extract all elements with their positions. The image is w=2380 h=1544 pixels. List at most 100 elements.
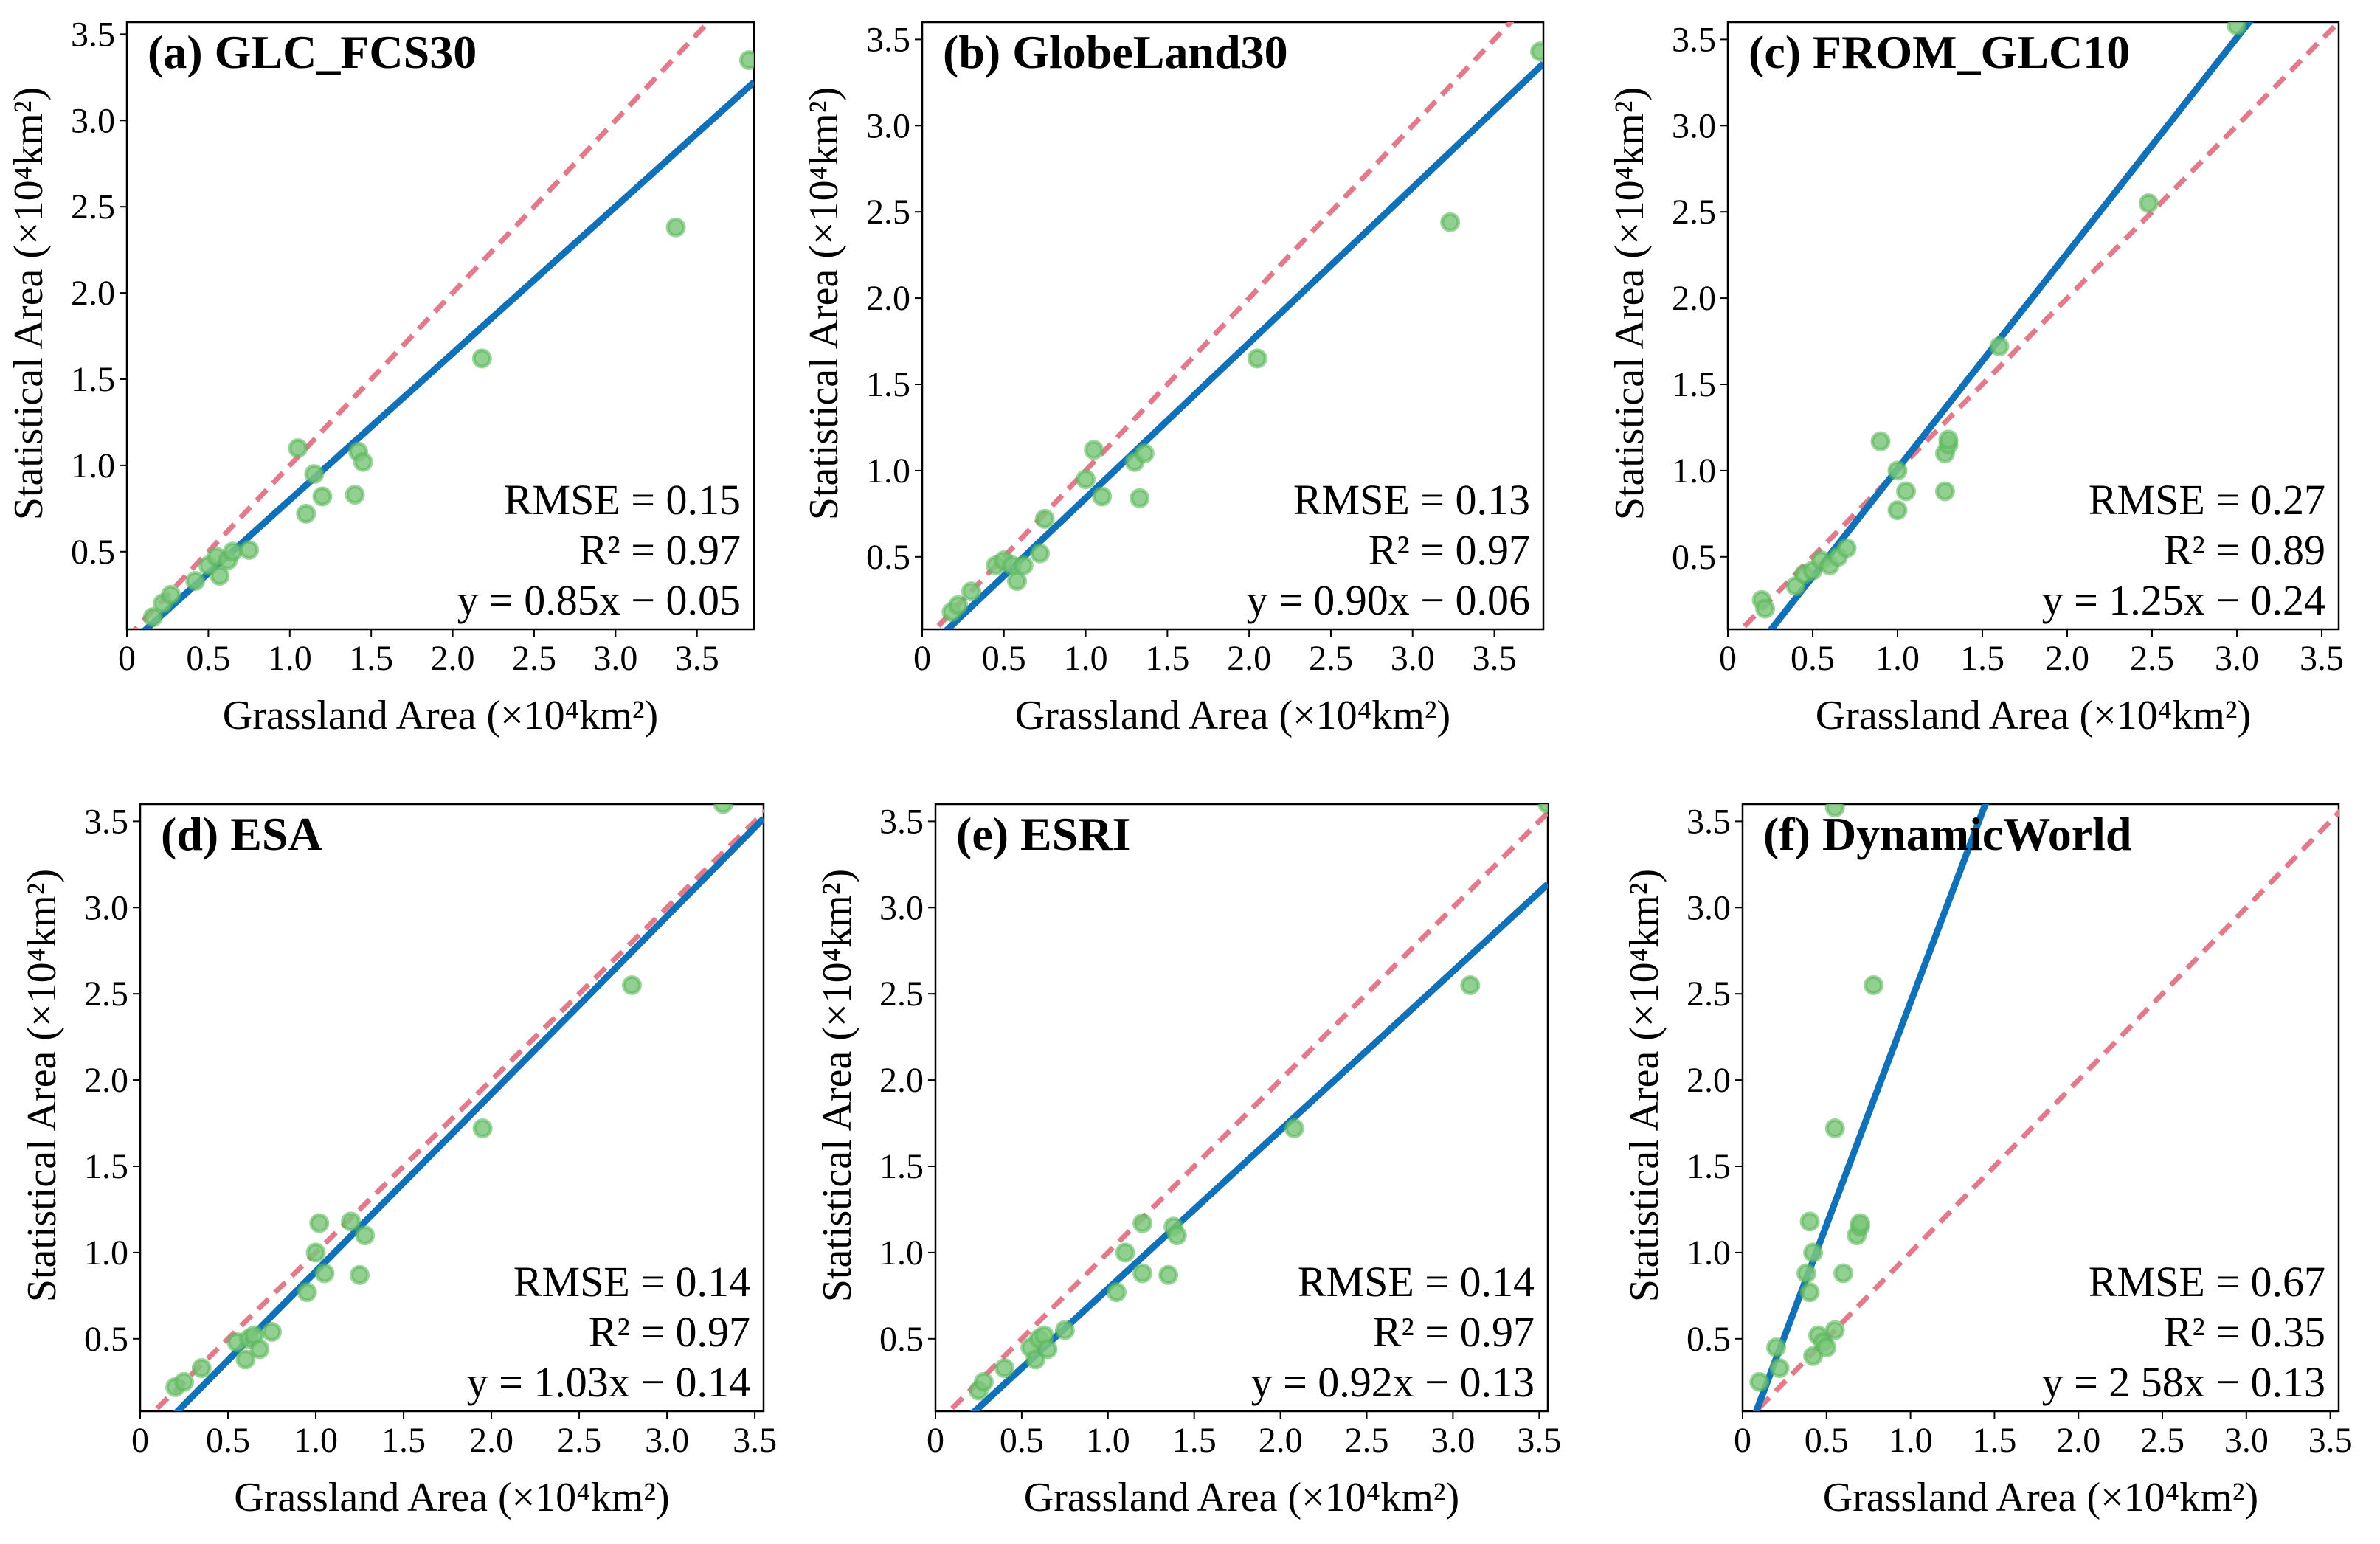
x-tick-label: 2.0 bbox=[1227, 639, 1271, 678]
y-tick-label: 0.5 bbox=[866, 538, 910, 577]
stat-line: y = 2 58x − 0.13 bbox=[2042, 1358, 2325, 1406]
panel-title: (a) GLC_FCS30 bbox=[148, 26, 477, 78]
x-tick-label: 0 bbox=[118, 639, 136, 678]
y-axis-label: Statistical Area (×10⁴km²) bbox=[801, 87, 847, 520]
x-tick-label: 2.0 bbox=[2045, 639, 2089, 678]
y-tick-label: 2.5 bbox=[1672, 193, 1716, 232]
data-point bbox=[1896, 481, 1916, 502]
y-tick-label: 1.5 bbox=[1672, 365, 1716, 404]
x-tick-label: 3.0 bbox=[2224, 1421, 2269, 1460]
stat-line: R² = 0.97 bbox=[1369, 526, 1530, 574]
stat-line: R² = 0.97 bbox=[579, 526, 741, 574]
x-tick-label: 2.5 bbox=[1345, 1421, 1389, 1460]
panel-title: (e) ESRI bbox=[956, 808, 1130, 860]
x-tick-label: 0.5 bbox=[1000, 1421, 1044, 1460]
x-tick-label: 2.5 bbox=[512, 639, 556, 678]
panel-title: (d) ESA bbox=[161, 808, 322, 860]
data-point bbox=[1084, 440, 1104, 460]
data-point bbox=[314, 1263, 335, 1284]
x-tick-label: 2.5 bbox=[2140, 1421, 2184, 1460]
identity-line bbox=[1752, 809, 2339, 1411]
data-point bbox=[1833, 1263, 1854, 1284]
data-point bbox=[1076, 469, 1096, 490]
y-tick-label: 1.5 bbox=[71, 360, 115, 399]
data-point bbox=[621, 974, 642, 995]
identity-line bbox=[945, 809, 1548, 1411]
x-axis-label: Grassland Area (×10⁴km²) bbox=[234, 1475, 669, 1520]
x-tick-label: 3.5 bbox=[1473, 639, 1517, 678]
data-point bbox=[355, 1225, 376, 1246]
plot-marks bbox=[151, 804, 764, 1411]
fit-line bbox=[942, 60, 1543, 629]
data-point bbox=[1130, 488, 1150, 508]
y-tick-label: 3.0 bbox=[71, 101, 115, 140]
data-point bbox=[1934, 481, 1955, 502]
y-axis-label: Statistical Area (×10⁴km²) bbox=[1607, 87, 1653, 520]
y-tick-label: 2.0 bbox=[1687, 1061, 1731, 1100]
x-tick-label: 0 bbox=[1734, 1421, 1751, 1460]
data-point bbox=[665, 217, 686, 238]
x-tick-label: 1.0 bbox=[1064, 639, 1108, 678]
y-axis-label: Statistical Area (×10⁴km²) bbox=[19, 869, 65, 1302]
data-point bbox=[1166, 1225, 1187, 1246]
y-tick-label: 0.5 bbox=[71, 533, 115, 572]
data-point bbox=[1749, 1371, 1770, 1392]
stat-line: RMSE = 0.27 bbox=[2089, 476, 2325, 524]
data-point bbox=[948, 595, 969, 615]
y-tick-label: 1.5 bbox=[879, 1147, 924, 1186]
plot-marks bbox=[945, 804, 1548, 1411]
data-point bbox=[1824, 1118, 1845, 1139]
y-tick-label: 3.5 bbox=[1687, 802, 1731, 841]
data-point bbox=[235, 1349, 256, 1370]
data-point bbox=[288, 438, 308, 459]
x-tick-label: 2.0 bbox=[1259, 1421, 1303, 1460]
x-axis-label: Grassland Area (×10⁴km²) bbox=[1816, 693, 2251, 738]
y-tick-label: 2.0 bbox=[866, 279, 910, 318]
data-point bbox=[341, 1211, 362, 1232]
y-tick-label: 3.0 bbox=[84, 888, 128, 927]
plot-frame bbox=[921, 21, 1545, 631]
data-point bbox=[1034, 508, 1055, 529]
y-tick-label: 1.0 bbox=[84, 1233, 128, 1273]
data-point bbox=[262, 1321, 283, 1342]
chart-panel: 0 0.5 1.0 1.5 2.0 2.5 3.0 3.5 0.5 1.0 1.5 2.0 2.5 3.0… bbox=[1622, 802, 2353, 1520]
stat-line: R² = 0.97 bbox=[1373, 1308, 1535, 1356]
panel-title: (f) DynamicWorld bbox=[1763, 808, 2132, 860]
x-tick-label: 3.0 bbox=[2215, 639, 2259, 678]
data-point bbox=[1037, 1339, 1058, 1360]
data-point bbox=[1769, 1358, 1790, 1379]
data-point bbox=[1816, 1337, 1837, 1357]
data-point bbox=[1440, 212, 1461, 232]
data-point bbox=[353, 451, 373, 472]
y-tick-label: 0.5 bbox=[1672, 538, 1716, 577]
plot-frame bbox=[139, 803, 765, 1413]
chart-panel: 0 0.5 1.0 1.5 2.0 2.5 3.0 3.5 0.5 1.0 1.5 2.0 2.5 3.0… bbox=[1607, 20, 2344, 738]
data-point bbox=[249, 1339, 270, 1360]
x-tick-label: 1.5 bbox=[1972, 1421, 2016, 1460]
x-tick-label: 2.0 bbox=[469, 1421, 513, 1460]
panel-title: (b) GlobeLand30 bbox=[943, 26, 1288, 78]
data-point bbox=[1989, 336, 2010, 357]
plot-frame bbox=[1741, 803, 2340, 1413]
data-point bbox=[239, 539, 260, 560]
y-tick-label: 3.0 bbox=[1672, 106, 1716, 145]
x-axis-label: Grassland Area (×10⁴km²) bbox=[1015, 693, 1450, 738]
y-axis-label: Statistical Area (×10⁴km²) bbox=[1622, 869, 1667, 1302]
y-tick-label: 0.5 bbox=[1687, 1320, 1731, 1359]
chart-panel: 0 0.5 1.0 1.5 2.0 2.5 3.0 3.5 0.5 1.0 1.5 2.0 2.5 3.0… bbox=[19, 802, 777, 1520]
data-point bbox=[1938, 429, 1959, 450]
y-tick-label: 1.0 bbox=[1687, 1233, 1731, 1273]
stat-line: R² = 0.89 bbox=[2164, 526, 2325, 574]
stat-line: R² = 0.35 bbox=[2164, 1308, 2325, 1356]
x-tick-label: 1.5 bbox=[381, 1421, 426, 1460]
data-point bbox=[1755, 598, 1776, 619]
data-point bbox=[223, 541, 243, 562]
y-tick-label: 3.0 bbox=[879, 888, 924, 927]
plot-frame bbox=[1726, 21, 2340, 631]
data-point bbox=[161, 584, 181, 605]
data-point bbox=[1132, 1213, 1153, 1233]
plot-marks bbox=[1737, 22, 2339, 629]
data-point bbox=[2138, 193, 2159, 213]
data-point bbox=[1530, 41, 1543, 62]
